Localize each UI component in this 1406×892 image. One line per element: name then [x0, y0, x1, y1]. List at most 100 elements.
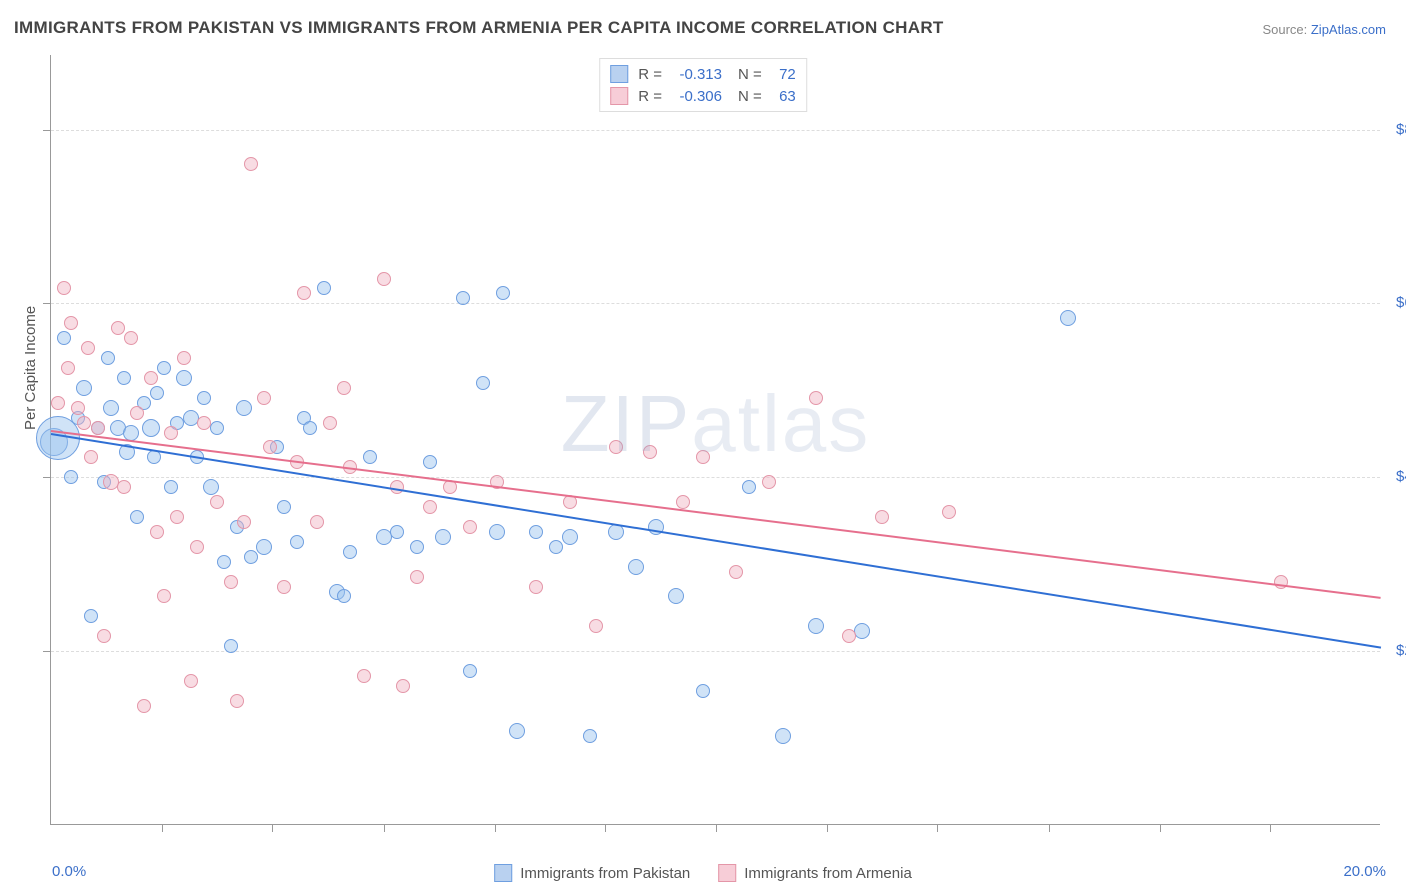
x-axis-max-label: 20.0% — [1343, 863, 1386, 880]
gridline — [51, 477, 1380, 478]
data-point-pakistan — [696, 684, 710, 698]
series-legend: Immigrants from Pakistan Immigrants from … — [494, 864, 912, 882]
data-point-armenia — [111, 321, 125, 335]
watermark-zip: ZIP — [561, 379, 691, 468]
data-point-armenia — [197, 416, 211, 430]
data-point-armenia — [643, 445, 657, 459]
r-label: R = — [638, 88, 662, 105]
data-point-pakistan — [343, 545, 357, 559]
x-tick-mark — [937, 824, 938, 832]
data-point-pakistan — [435, 529, 451, 545]
data-point-pakistan — [496, 286, 510, 300]
y-tick-label: $27,500 — [1386, 642, 1406, 659]
data-point-armenia — [377, 272, 391, 286]
data-point-armenia — [609, 440, 623, 454]
data-point-pakistan — [489, 524, 505, 540]
data-point-pakistan — [476, 376, 490, 390]
data-point-pakistan — [410, 540, 424, 554]
data-point-armenia — [184, 674, 198, 688]
x-tick-mark — [716, 824, 717, 832]
legend-item: Immigrants from Pakistan — [494, 864, 690, 882]
n-value: 72 — [768, 66, 796, 83]
n-label: N = — [738, 66, 762, 83]
data-point-armenia — [81, 341, 95, 355]
y-tick-mark — [43, 303, 51, 304]
data-point-pakistan — [64, 470, 78, 484]
data-point-armenia — [729, 565, 743, 579]
data-point-pakistan — [1060, 310, 1076, 326]
legend-swatch — [494, 864, 512, 882]
data-point-armenia — [257, 391, 271, 405]
data-point-pakistan — [775, 728, 791, 744]
data-point-pakistan — [390, 525, 404, 539]
legend-label: Immigrants from Pakistan — [520, 865, 690, 882]
data-point-pakistan — [84, 609, 98, 623]
legend-label: Immigrants from Armenia — [744, 865, 912, 882]
x-tick-mark — [1160, 824, 1161, 832]
chart-title: IMMIGRANTS FROM PAKISTAN VS IMMIGRANTS F… — [14, 18, 944, 38]
data-point-pakistan — [176, 370, 192, 386]
data-point-armenia — [77, 416, 91, 430]
legend-swatch — [718, 864, 736, 882]
data-point-pakistan — [742, 480, 756, 494]
data-point-pakistan — [150, 386, 164, 400]
data-point-armenia — [150, 525, 164, 539]
data-point-pakistan — [256, 539, 272, 555]
data-point-armenia — [190, 540, 204, 554]
r-label: R = — [638, 66, 662, 83]
legend-swatch — [610, 87, 628, 105]
x-tick-mark — [605, 824, 606, 832]
x-tick-mark — [1049, 824, 1050, 832]
data-point-armenia — [942, 505, 956, 519]
correlation-legend-row: R = -0.313 N = 72 — [610, 63, 796, 85]
trendline-pakistan — [51, 433, 1381, 649]
gridline — [51, 303, 1380, 304]
gridline — [51, 130, 1380, 131]
data-point-pakistan — [244, 550, 258, 564]
data-point-armenia — [809, 391, 823, 405]
data-point-pakistan — [668, 588, 684, 604]
data-point-pakistan — [197, 391, 211, 405]
data-point-armenia — [61, 361, 75, 375]
data-point-pakistan — [463, 664, 477, 678]
data-point-armenia — [337, 381, 351, 395]
data-point-armenia — [51, 396, 65, 410]
data-point-armenia — [396, 679, 410, 693]
data-point-armenia — [357, 669, 371, 683]
trendline-armenia — [51, 430, 1381, 599]
data-point-armenia — [57, 281, 71, 295]
r-value: -0.313 — [668, 66, 722, 83]
data-point-pakistan — [423, 455, 437, 469]
data-point-armenia — [144, 371, 158, 385]
x-axis-min-label: 0.0% — [52, 863, 86, 880]
data-point-pakistan — [217, 555, 231, 569]
data-point-pakistan — [808, 618, 824, 634]
data-point-armenia — [589, 619, 603, 633]
data-point-armenia — [97, 629, 111, 643]
data-point-pakistan — [101, 351, 115, 365]
data-point-armenia — [842, 629, 856, 643]
data-point-pakistan — [76, 380, 92, 396]
chart-plot-area: ZIPatlas $27,500$45,000$62,500$80,000 — [50, 55, 1380, 825]
data-point-armenia — [237, 515, 251, 529]
data-point-pakistan — [277, 500, 291, 514]
data-point-armenia — [410, 570, 424, 584]
data-point-pakistan — [509, 723, 525, 739]
data-point-armenia — [164, 426, 178, 440]
y-tick-label: $45,000 — [1386, 468, 1406, 485]
data-point-pakistan — [628, 559, 644, 575]
data-point-armenia — [124, 331, 138, 345]
data-point-pakistan — [290, 535, 304, 549]
data-point-armenia — [157, 589, 171, 603]
y-tick-mark — [43, 130, 51, 131]
data-point-armenia — [137, 699, 151, 713]
source-link[interactable]: ZipAtlas.com — [1311, 22, 1386, 37]
data-point-pakistan — [103, 400, 119, 416]
data-point-pakistan — [164, 480, 178, 494]
data-point-armenia — [84, 450, 98, 464]
x-tick-mark — [384, 824, 385, 832]
data-point-armenia — [244, 157, 258, 171]
data-point-pakistan — [337, 589, 351, 603]
correlation-legend: R =-0.313N =72R =-0.306N =63 — [599, 58, 807, 112]
data-point-pakistan — [203, 479, 219, 495]
